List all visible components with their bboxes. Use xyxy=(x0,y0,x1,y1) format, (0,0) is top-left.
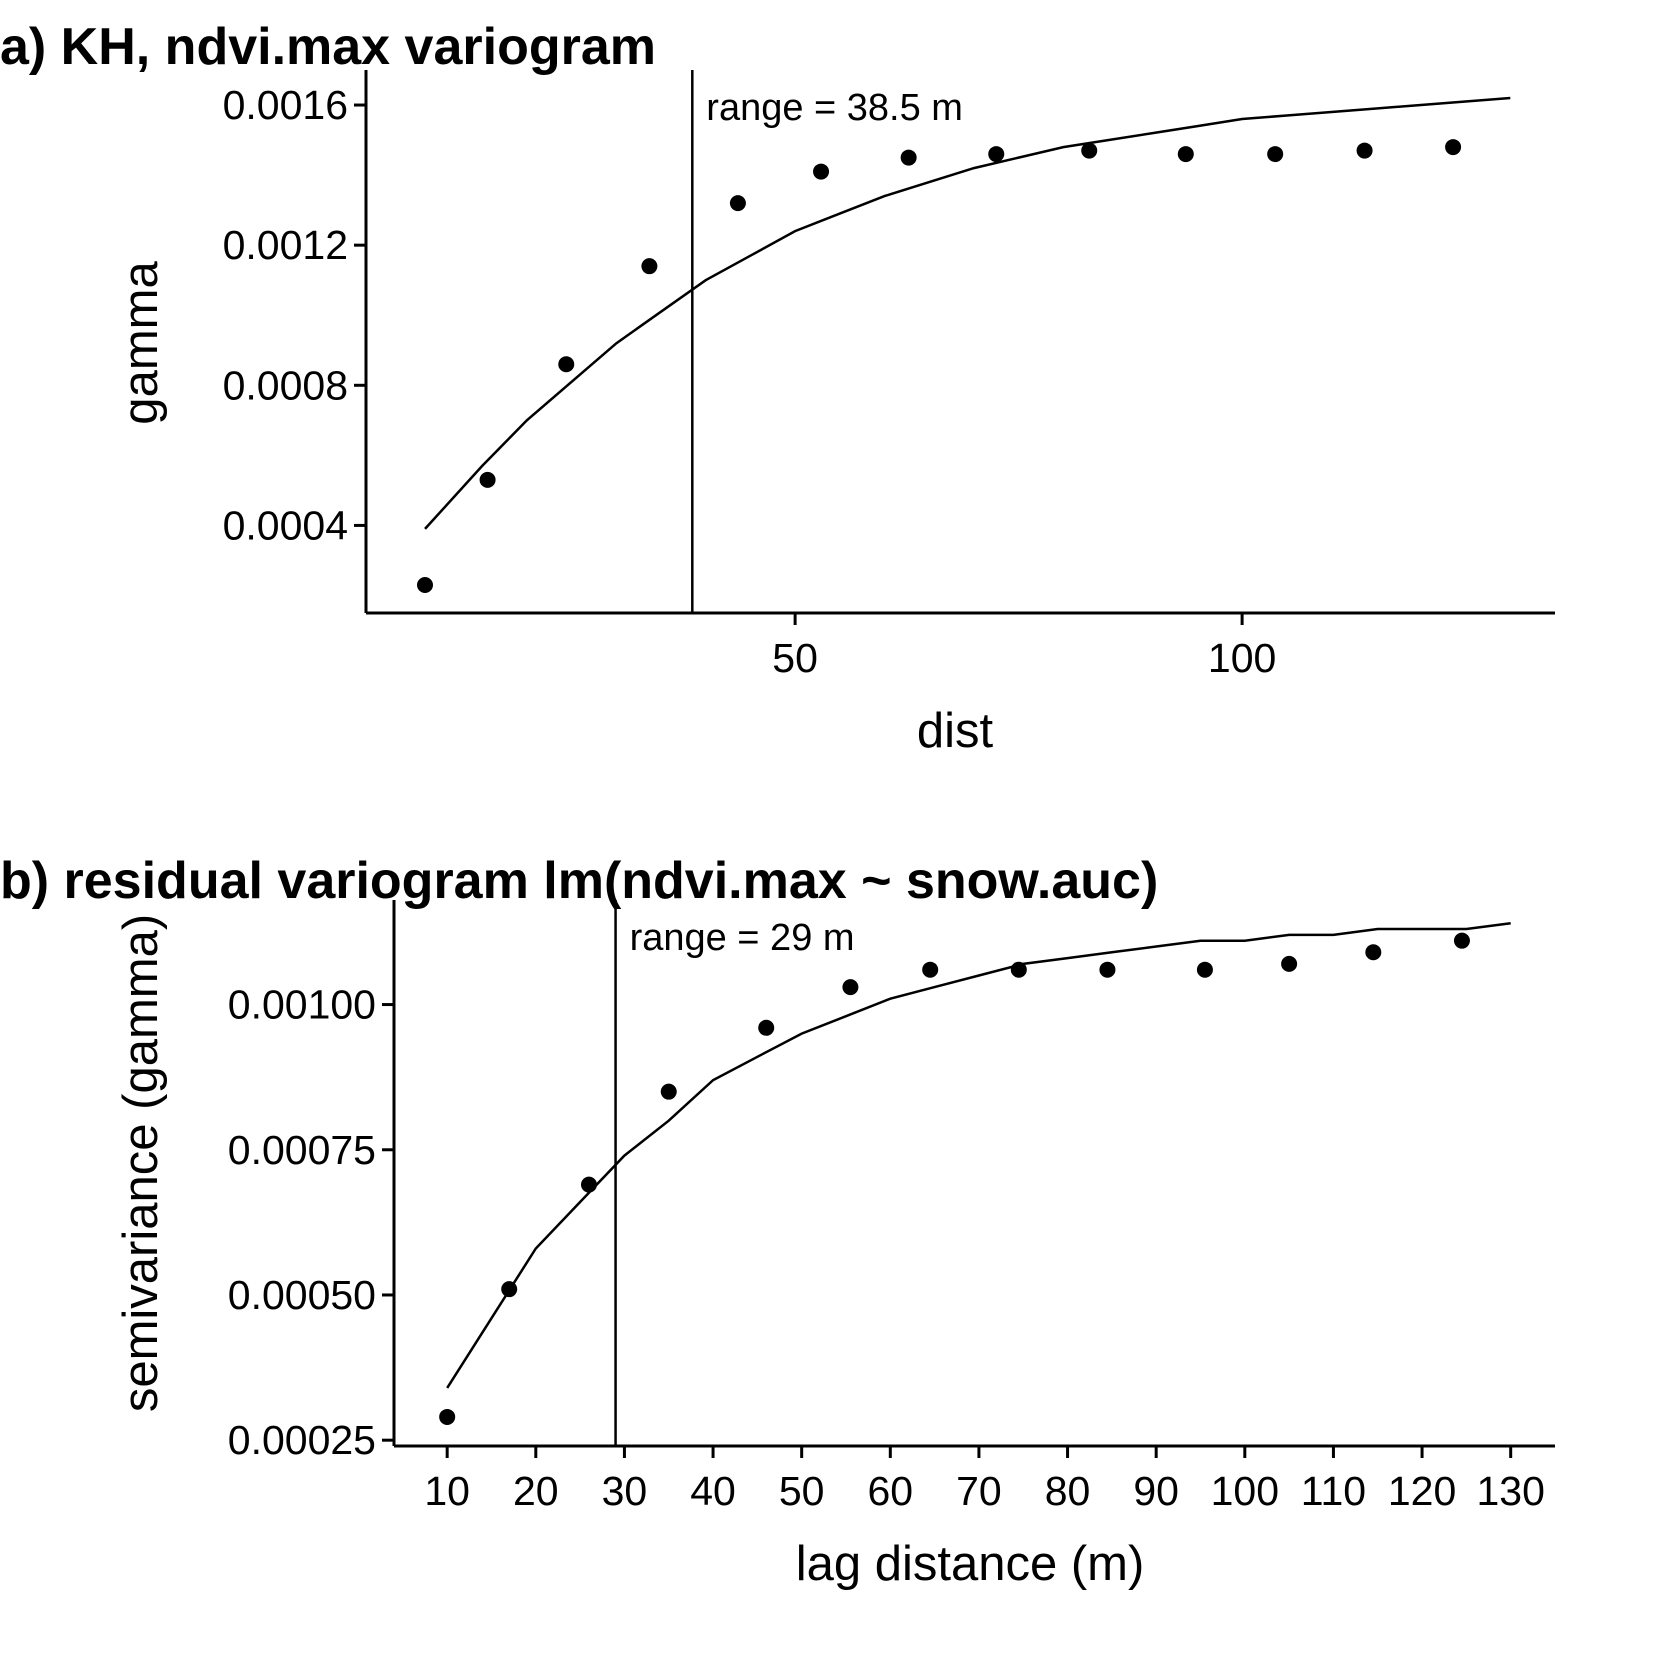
panel-a-title: a) KH, ndvi.max variogram xyxy=(0,18,656,76)
panel-b-data-point xyxy=(660,1083,677,1100)
panel-b-x-tick-label: 70 xyxy=(956,1468,1002,1514)
panel-a-x-tick-label: 50 xyxy=(772,635,818,681)
panel-a-model-line xyxy=(424,96,1511,530)
panel-b-x-tick-label: 120 xyxy=(1388,1468,1456,1514)
panel-a-y-tick-label: 0.0016 xyxy=(223,82,348,128)
panel-b-y-axis-title: semivariance (gamma) xyxy=(114,914,168,1412)
panel-a-plot-area: 0.0004 0.0008 0.0012 0.0016 50 100 range = 38.… xyxy=(223,70,1555,681)
panel-a-data-point xyxy=(1445,139,1462,156)
panel-b-model-line xyxy=(446,921,1511,1389)
panel-b-data-point xyxy=(1365,944,1382,961)
panel-a-data-point xyxy=(417,576,434,593)
panel-b-plot-area: 0.00025 0.00050 0.00075 0.00100 10 20 30 40 50 60… xyxy=(228,900,1555,1514)
panel-a-data-point xyxy=(1177,146,1194,163)
panel-b-y-tick-label: 0.00075 xyxy=(228,1127,376,1173)
panel-a-data-point xyxy=(479,471,496,488)
panel-b-title: b) residual variogram lm(ndvi.max ~ snow… xyxy=(0,852,1158,910)
panel-b-data-point xyxy=(1453,932,1470,949)
panel-b-data-point xyxy=(922,961,939,978)
panel-a-data-point xyxy=(729,195,746,212)
panel-b-x-tick-label: 110 xyxy=(1301,1468,1366,1514)
panel-a-data-point xyxy=(1267,146,1284,163)
panel-a-data-point xyxy=(641,258,658,275)
panel-b-x-tick-label: 20 xyxy=(513,1468,559,1514)
panel-b: b) residual variogram lm(ndvi.max ~ snow… xyxy=(0,852,1555,1591)
panel-a-data-point xyxy=(1081,142,1098,159)
panel-b-x-tick-label: 100 xyxy=(1211,1468,1279,1514)
panel-a-y-tick-label: 0.0004 xyxy=(223,502,348,548)
panel-b-x-tick-label: 30 xyxy=(602,1468,648,1514)
panel-b-y-tick-label: 0.00025 xyxy=(228,1417,376,1463)
panel-b-y-tick-label: 0.00050 xyxy=(228,1272,376,1318)
panel-b-data-point xyxy=(580,1176,597,1193)
panel-a-data-point xyxy=(813,163,830,180)
panel-a-x-tick-label: 100 xyxy=(1208,635,1276,681)
panel-a-x-axis-title: dist xyxy=(917,704,994,758)
panel-b-x-tick-label: 40 xyxy=(690,1468,736,1514)
panel-a-range-label: range = 38.5 m xyxy=(706,87,963,129)
panel-a-y-axis-title: gamma xyxy=(114,261,168,425)
panel-a-y-tick-label: 0.0008 xyxy=(223,362,348,408)
panel-b-x-tick-label: 60 xyxy=(868,1468,914,1514)
panel-b-data-point xyxy=(439,1408,456,1425)
panel-b-x-tick-label: 130 xyxy=(1476,1468,1544,1514)
panel-b-x-tick-label: 50 xyxy=(779,1468,825,1514)
panel-b-data-point xyxy=(1196,961,1213,978)
panel-a-data-point xyxy=(900,149,917,166)
panel-b-x-tick-label: 80 xyxy=(1045,1468,1091,1514)
panel-b-data-point xyxy=(1281,955,1298,972)
panel-b-x-axis-title: lag distance (m) xyxy=(796,1537,1145,1591)
panel-a-data-point xyxy=(1356,142,1373,159)
panel-b-x-tick-label: 90 xyxy=(1133,1468,1179,1514)
panel-b-y-tick-label: 0.00100 xyxy=(228,982,376,1028)
panel-b-data-point xyxy=(1099,961,1116,978)
panel-b-x-tick-label: 10 xyxy=(424,1468,470,1514)
panel-a-data-point xyxy=(558,356,575,373)
panel-a-data-point xyxy=(988,146,1005,163)
panel-b-data-point xyxy=(758,1019,775,1036)
panel-a: a) KH, ndvi.max variogram 0.00040.00080.… xyxy=(0,18,1555,758)
panel-b-data-point xyxy=(842,979,859,996)
panel-b-data-point xyxy=(1010,961,1027,978)
panel-a-y-tick-label: 0.0012 xyxy=(223,222,348,268)
panel-b-data-point xyxy=(501,1281,518,1298)
panel-b-range-label: range = 29 m xyxy=(630,917,855,959)
